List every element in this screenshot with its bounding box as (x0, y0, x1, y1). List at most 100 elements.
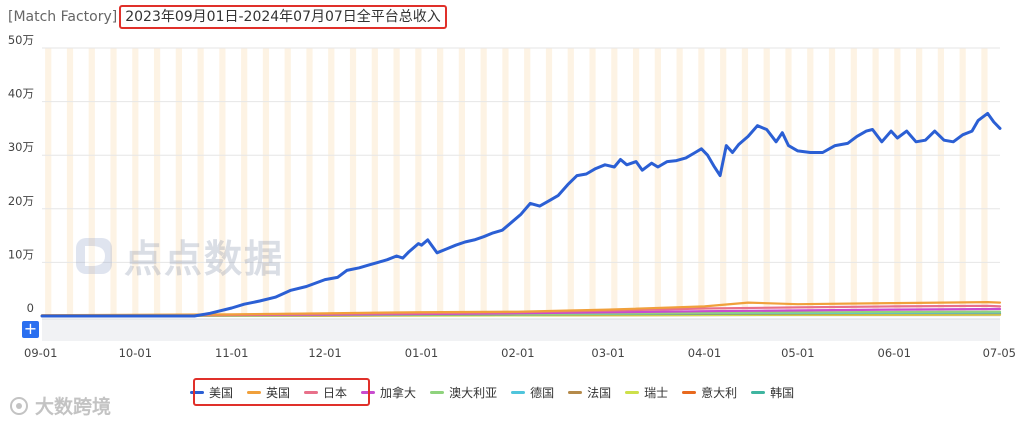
y-tick-label: 0 (27, 301, 34, 315)
weekend-band (654, 48, 661, 316)
series-line-美国 (40, 111, 1002, 318)
watermark-logo: 点点数据 (72, 228, 284, 283)
weekend-band (262, 48, 270, 316)
weekend-band (153, 48, 161, 316)
weekend-band (219, 48, 226, 316)
x-tick-label: 01-01 (405, 346, 438, 360)
legend-item[interactable]: 美国 (190, 384, 233, 401)
legend-swatch (430, 390, 445, 394)
legend-item[interactable]: 意大利 (682, 384, 737, 401)
x-axis-ticks: 09-01 10-01 11-01 12-01 01-01 02-01 03-01 04-01… (24, 346, 1016, 360)
weekend-bands (45, 48, 988, 316)
brand-logo-icon (76, 237, 112, 274)
series-line-英国 (40, 301, 1002, 317)
weekend-band (110, 48, 117, 316)
watermark-corner: 大数跨境 (8, 392, 111, 419)
legend-item[interactable]: 英国 (247, 384, 290, 401)
legend-item[interactable]: 韩国 (751, 384, 794, 401)
weekend-band (632, 48, 640, 316)
weekend-band (88, 48, 95, 316)
legend-swatch (682, 390, 697, 394)
weekend-band (437, 48, 444, 316)
weekend-band (371, 48, 378, 316)
legend-swatch (190, 390, 204, 394)
legend-swatch (751, 390, 766, 394)
y-tick-label: 20万 (8, 194, 34, 208)
weekend-band (458, 48, 466, 316)
legend-item[interactable]: 德国 (511, 384, 554, 401)
legend-swatch (247, 390, 262, 394)
legend-item[interactable]: 瑞士 (625, 384, 668, 401)
x-tick-label: 05-01 (781, 346, 814, 360)
weekend-band (763, 48, 770, 316)
corner-watermark-text: 大数跨境 (35, 396, 112, 418)
weekend-band (545, 48, 553, 316)
app-name: [Match Factory] (8, 9, 118, 25)
legend-highlight-box (193, 378, 370, 406)
y-tick-label: 50万 (8, 33, 34, 47)
series-lines (40, 111, 1002, 318)
legend-label: 法国 (587, 385, 612, 400)
legend-item[interactable]: 法国 (568, 384, 611, 401)
weekend-band (850, 48, 857, 316)
legend-label: 加拿大 (380, 385, 417, 400)
weekend-band (132, 48, 139, 316)
weekend-band (284, 48, 291, 316)
weekend-band (197, 48, 204, 316)
legend-swatch (304, 390, 319, 394)
weekend-band (894, 48, 901, 316)
legend-label: 瑞士 (644, 385, 669, 400)
legend-swatch (625, 390, 640, 394)
weekend-band (328, 48, 335, 316)
x-tick-label: 11-01 (215, 346, 248, 360)
weekend-band (480, 48, 487, 316)
chart-title-bar: [Match Factory] 2023年09月01日-2024年07月07日全平… (8, 5, 447, 29)
y-tick-label: 30万 (8, 140, 34, 154)
legend-label: 澳大利亚 (449, 385, 498, 400)
weekend-band (937, 48, 945, 316)
legend-swatch (511, 390, 526, 394)
y-tick-label: 10万 (8, 247, 34, 261)
weekend-band (524, 48, 531, 316)
legend: 美国 英国 日本 加拿大 澳大利亚 德国 法国 瑞士 意大利 韩国 (190, 380, 808, 404)
add-button[interactable]: + (22, 319, 39, 338)
weekend-band (959, 48, 966, 316)
weekend-band (872, 48, 879, 316)
legend-label: 韩国 (770, 385, 795, 400)
legend-label: 意大利 (701, 385, 738, 400)
zoom-slider (42, 318, 1000, 341)
x-tick-label: 10-01 (119, 346, 152, 360)
weekend-band (589, 48, 596, 316)
y-tick-label: 40万 (8, 87, 34, 101)
weekend-band (45, 48, 52, 316)
weekend-band (349, 48, 357, 316)
y-axis-ticks: 0 10万 20万 30万 40万 50万 (8, 33, 34, 315)
weekend-band (175, 48, 182, 316)
weekend-band (916, 48, 923, 316)
legend-label: 美国 (209, 385, 234, 400)
x-tick-label: 09-01 (24, 346, 57, 360)
x-tick-label: 02-01 (501, 346, 534, 360)
legend-item[interactable]: 日本 (304, 384, 347, 401)
legend-label: 德国 (530, 385, 555, 400)
brand-mark-icon (10, 396, 28, 415)
legend-item[interactable]: 澳大利亚 (430, 384, 497, 401)
weekend-band (828, 48, 836, 316)
weekend-band (306, 48, 313, 316)
weekend-band (676, 48, 683, 316)
weekend-band (720, 48, 727, 316)
weekend-band (741, 48, 749, 316)
weekend-band (785, 48, 792, 316)
x-tick-label: 04-01 (688, 346, 721, 360)
weekend-band (611, 48, 618, 316)
weekend-band (502, 48, 509, 316)
weekend-band (241, 48, 248, 316)
x-tick-label: 03-01 (591, 346, 624, 360)
weekend-band (698, 48, 705, 316)
weekend-band (66, 48, 74, 316)
weekend-band (807, 48, 814, 316)
x-tick-label: 12-01 (308, 346, 341, 360)
weekend-band (415, 48, 422, 316)
slider-track (42, 319, 1000, 341)
